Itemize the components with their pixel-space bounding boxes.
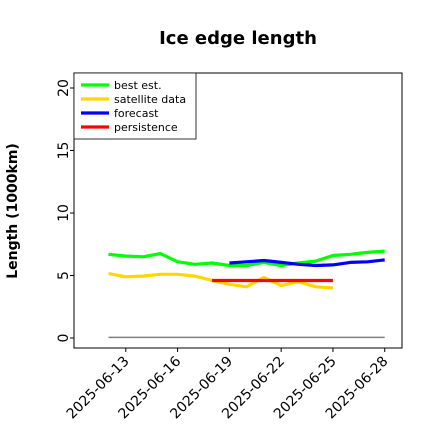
legend-label: satellite data (114, 93, 186, 106)
series-line-best-est- (108, 249, 385, 268)
legend-label: forecast (114, 107, 159, 120)
x-ticks: 2025-06-132025-06-162025-06-192025-06-22… (64, 348, 392, 422)
y-tick-label: 15 (56, 142, 72, 160)
series-line-forecast (229, 258, 385, 268)
y-tick-label: 5 (56, 271, 72, 280)
legend-label: best est. (114, 79, 162, 92)
y-tick-label: 20 (56, 79, 72, 97)
y-tick-label: 10 (56, 204, 72, 222)
chart-title: Ice edge length (159, 28, 317, 49)
legend: best est.satellite dataforecastpersisten… (73, 72, 197, 140)
legend-label: persistence (114, 121, 178, 134)
y-axis-label: Length (1000km) (5, 143, 21, 279)
y-ticks: 0 5 10 15 20 (56, 79, 74, 342)
series-line-satellite-data (108, 272, 334, 290)
plot-frame (73, 72, 403, 349)
y-tick-label: 0 (56, 334, 72, 343)
plot-lines (108, 249, 385, 339)
